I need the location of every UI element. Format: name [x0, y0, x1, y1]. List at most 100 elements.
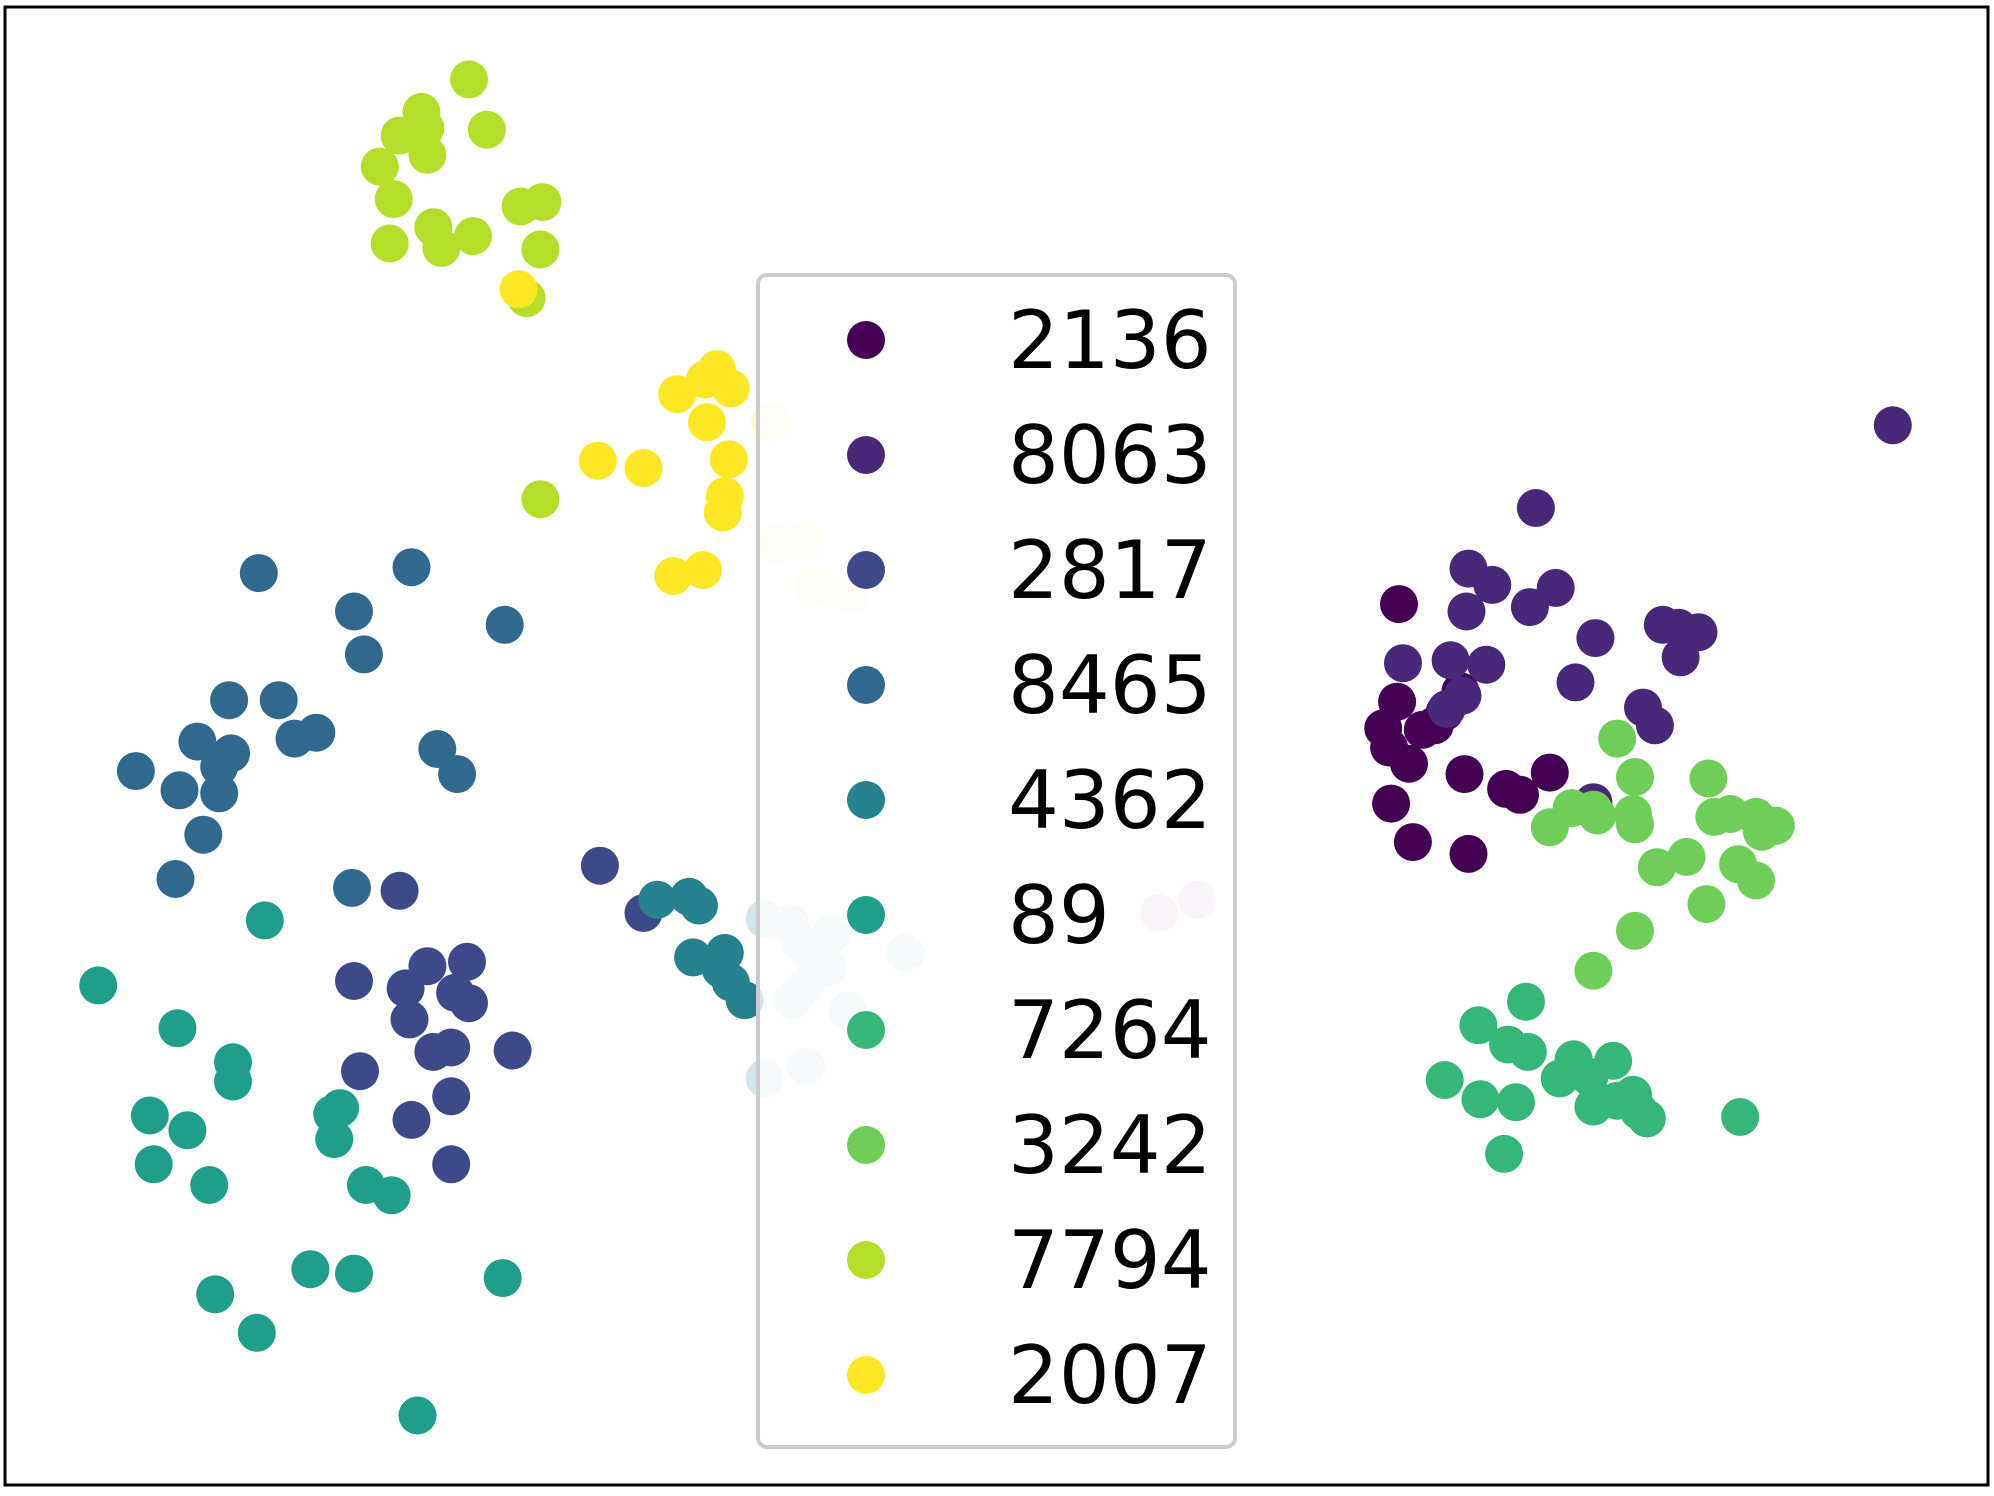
- data-point-series-2817: [392, 1100, 431, 1139]
- data-point-series-2136: [1393, 823, 1432, 862]
- data-point-series-2817: [335, 962, 373, 1000]
- data-point-series-89: [130, 1096, 169, 1135]
- data-point-series-2007: [709, 440, 748, 479]
- data-point-series-89: [483, 1259, 522, 1298]
- data-point-series-3242: [1737, 861, 1775, 900]
- data-point-series-2007: [688, 403, 726, 442]
- data-point-series-2817: [408, 947, 447, 986]
- data-point-series-7264: [1508, 1032, 1547, 1071]
- data-point-series-89: [398, 1396, 437, 1435]
- data-point-series-4362: [680, 886, 718, 925]
- legend-marker-89: [847, 896, 885, 934]
- data-point-series-2007: [654, 557, 693, 595]
- data-point-series-2817: [432, 1145, 471, 1184]
- legend-marker-2817: [847, 551, 885, 589]
- data-point-series-3242: [1616, 805, 1654, 844]
- data-point-series-2136: [1378, 682, 1417, 721]
- data-point-series-7264: [1425, 1061, 1464, 1099]
- data-point-series-2136: [1372, 784, 1411, 823]
- data-point-series-8063: [1427, 690, 1466, 728]
- legend-items: 2136 8063 2817 8465 4362 89 7264 3242 7794 2007: [847, 294, 1212, 1422]
- data-point-series-7794: [467, 110, 506, 149]
- data-point-series-7794: [360, 147, 399, 186]
- data-point-series-89: [372, 1176, 411, 1215]
- data-point-series-8063: [1635, 706, 1674, 745]
- data-point-series-8465: [344, 635, 383, 674]
- data-point-series-3242: [1756, 806, 1795, 845]
- data-point-series-7264: [1570, 1058, 1609, 1097]
- data-point-series-8465: [485, 605, 524, 644]
- data-point-series-89: [190, 1166, 229, 1204]
- data-point-series-2817: [448, 942, 486, 981]
- data-point-series-8465: [297, 713, 336, 752]
- data-point-series-3242: [1689, 759, 1728, 798]
- data-point-series-8465: [333, 868, 371, 907]
- data-point-series-7264: [1461, 1080, 1500, 1119]
- data-point-series-2817: [432, 1077, 471, 1116]
- data-point-series-7264: [1507, 982, 1545, 1021]
- data-point-series-4362: [725, 981, 764, 1020]
- data-point-series-8465: [200, 747, 239, 786]
- data-point-series-2136: [1380, 585, 1418, 624]
- data-point-series-89: [79, 966, 118, 1005]
- legend-marker-7794: [847, 1241, 885, 1279]
- data-point-series-8063: [1516, 489, 1555, 527]
- data-point-series-7794: [450, 60, 488, 99]
- data-point-series-2817: [580, 846, 619, 885]
- legend-label-8063: 8063: [1008, 409, 1212, 502]
- data-point-series-7794: [422, 228, 461, 267]
- data-point-series-89: [168, 1111, 207, 1150]
- data-point-series-3242: [1616, 758, 1654, 796]
- data-point-series-3242: [1574, 951, 1613, 990]
- data-point-series-2007: [499, 270, 538, 309]
- data-point-series-2136: [1370, 728, 1409, 767]
- data-point-series-7794: [454, 217, 492, 256]
- data-point-series-8063: [1447, 592, 1486, 631]
- data-point-series-3242: [1637, 848, 1676, 887]
- legend-marker-2136: [847, 321, 885, 359]
- data-point-series-3242: [1687, 885, 1726, 924]
- data-point-series-2007: [703, 493, 742, 532]
- legend-label-8465: 8465: [1008, 639, 1212, 732]
- data-point-series-7794: [521, 230, 560, 269]
- data-point-series-7794: [374, 180, 413, 219]
- data-point-series-2007: [624, 449, 663, 488]
- data-point-series-3242: [1598, 719, 1637, 758]
- data-point-series-89: [313, 1095, 352, 1133]
- data-point-series-2136: [1530, 753, 1569, 792]
- data-point-series-2817: [432, 1028, 471, 1067]
- data-point-series-7264: [1497, 1083, 1535, 1122]
- legend-label-4362: 4362: [1008, 754, 1212, 847]
- legend-label-7264: 7264: [1008, 984, 1212, 1077]
- data-point-series-89: [214, 1062, 252, 1101]
- legend-marker-7264: [847, 1011, 885, 1049]
- data-point-series-3242: [1667, 837, 1706, 876]
- data-point-series-89: [158, 1009, 197, 1048]
- data-point-series-89: [291, 1250, 330, 1289]
- data-point-series-89: [134, 1145, 173, 1184]
- data-point-series-8465: [184, 815, 223, 854]
- data-point-series-8063: [1873, 406, 1912, 445]
- data-point-series-89: [245, 901, 284, 940]
- legend-label-2136: 2136: [1008, 294, 1212, 387]
- data-point-series-8465: [116, 752, 155, 791]
- data-point-series-3242: [1530, 808, 1569, 847]
- data-point-series-8063: [1384, 644, 1422, 683]
- legend-marker-2007: [847, 1356, 885, 1394]
- data-point-series-8465: [438, 755, 477, 794]
- data-point-series-8465: [156, 860, 195, 898]
- data-point-series-2007: [578, 441, 617, 480]
- data-point-series-4362: [638, 880, 677, 919]
- data-point-series-2136: [1445, 755, 1484, 794]
- data-point-series-7794: [370, 224, 409, 263]
- data-point-series-89: [237, 1313, 276, 1352]
- data-point-series-7264: [1627, 1099, 1666, 1138]
- data-point-series-8063: [1661, 638, 1700, 677]
- data-point-series-8465: [259, 681, 298, 720]
- data-point-series-8063: [1431, 641, 1470, 680]
- data-point-series-8063: [1536, 568, 1575, 607]
- legend-label-2817: 2817: [1008, 524, 1212, 617]
- legend-label-89: 89: [1008, 869, 1110, 962]
